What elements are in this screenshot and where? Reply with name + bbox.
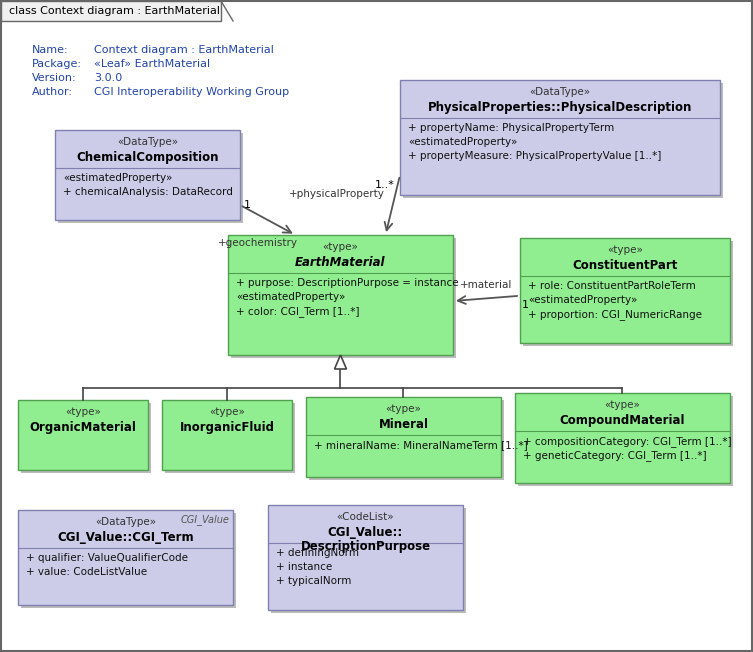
Text: CGI_Value::: CGI_Value:: bbox=[328, 526, 403, 539]
Bar bbox=[21, 513, 236, 608]
Text: «type»: «type» bbox=[322, 242, 358, 252]
Text: «type»: «type» bbox=[386, 404, 422, 414]
Text: «estimatedProperty»: «estimatedProperty» bbox=[63, 173, 172, 183]
Text: CGI_Value::CGI_Term: CGI_Value::CGI_Term bbox=[57, 531, 194, 544]
Text: Version:: Version: bbox=[32, 73, 77, 83]
Text: ChemicalComposition: ChemicalComposition bbox=[76, 151, 219, 164]
Text: DescriptionPurpose: DescriptionPurpose bbox=[300, 540, 431, 553]
Text: «DataType»: «DataType» bbox=[117, 137, 178, 147]
Bar bbox=[518, 396, 733, 486]
Text: Mineral: Mineral bbox=[379, 418, 428, 431]
Text: 1: 1 bbox=[244, 200, 251, 210]
Text: Context diagram : EarthMaterial: Context diagram : EarthMaterial bbox=[94, 45, 274, 55]
Text: CGI Interoperability Working Group: CGI Interoperability Working Group bbox=[94, 87, 289, 97]
Text: + role: ConstituentPartRoleTerm: + role: ConstituentPartRoleTerm bbox=[528, 281, 696, 291]
Bar bbox=[55, 130, 240, 220]
Text: + compositionCategory: CGI_Term [1..*]: + compositionCategory: CGI_Term [1..*] bbox=[523, 436, 732, 447]
Text: 1: 1 bbox=[522, 300, 529, 310]
Text: + proportion: CGI_NumericRange: + proportion: CGI_NumericRange bbox=[528, 309, 702, 320]
Text: OrganicMaterial: OrganicMaterial bbox=[29, 421, 136, 434]
Text: + geneticCategory: CGI_Term [1..*]: + geneticCategory: CGI_Term [1..*] bbox=[523, 450, 706, 461]
Text: 1..*: 1..* bbox=[375, 180, 395, 190]
Text: + instance: + instance bbox=[276, 562, 332, 572]
Bar bbox=[523, 241, 733, 346]
Text: + definingNorm: + definingNorm bbox=[276, 548, 359, 558]
Text: + typicalNorm: + typicalNorm bbox=[276, 576, 352, 586]
Bar bbox=[228, 235, 453, 355]
Text: + propertyMeasure: PhysicalPropertyValue [1..*]: + propertyMeasure: PhysicalPropertyValue… bbox=[408, 151, 661, 161]
Bar bbox=[1, 1, 221, 21]
Text: «DataType»: «DataType» bbox=[95, 517, 156, 527]
Text: «type»: «type» bbox=[607, 245, 643, 255]
Polygon shape bbox=[334, 355, 346, 369]
Bar bbox=[165, 403, 295, 473]
Text: +physicalProperty: +physicalProperty bbox=[289, 189, 385, 199]
Bar bbox=[306, 397, 501, 477]
Text: «DataType»: «DataType» bbox=[529, 87, 590, 97]
Text: CompoundMaterial: CompoundMaterial bbox=[559, 414, 685, 427]
Text: + mineralName: MineralNameTerm [1..*]: + mineralName: MineralNameTerm [1..*] bbox=[314, 440, 528, 450]
Text: + purpose: DescriptionPurpose = instance: + purpose: DescriptionPurpose = instance bbox=[236, 278, 459, 288]
Text: «estimatedProperty»: «estimatedProperty» bbox=[528, 295, 637, 305]
Text: +geochemistry: +geochemistry bbox=[218, 238, 297, 248]
Text: class Context diagram : EarthMaterial: class Context diagram : EarthMaterial bbox=[9, 6, 220, 16]
Bar bbox=[18, 400, 148, 470]
Bar bbox=[271, 508, 466, 613]
Bar bbox=[309, 400, 504, 480]
Bar bbox=[520, 238, 730, 343]
Text: +material: +material bbox=[460, 280, 513, 289]
Text: Name:: Name: bbox=[32, 45, 69, 55]
Text: Author:: Author: bbox=[32, 87, 73, 97]
Text: ConstituentPart: ConstituentPart bbox=[572, 259, 678, 272]
Bar bbox=[268, 505, 463, 610]
Bar bbox=[18, 510, 233, 605]
Bar bbox=[515, 393, 730, 483]
Bar bbox=[400, 80, 720, 195]
Text: PhysicalProperties::PhysicalDescription: PhysicalProperties::PhysicalDescription bbox=[428, 101, 692, 114]
Text: «type»: «type» bbox=[209, 407, 245, 417]
Text: + value: CodeListValue: + value: CodeListValue bbox=[26, 567, 147, 577]
Text: «Leaf» EarthMaterial: «Leaf» EarthMaterial bbox=[94, 59, 210, 69]
Bar bbox=[231, 238, 456, 358]
Bar bbox=[403, 83, 723, 198]
Text: InorganicFluid: InorganicFluid bbox=[179, 421, 275, 434]
Text: Package:: Package: bbox=[32, 59, 82, 69]
Text: 3.0.0: 3.0.0 bbox=[94, 73, 122, 83]
Text: + color: CGI_Term [1..*]: + color: CGI_Term [1..*] bbox=[236, 306, 359, 317]
Text: + propertyName: PhysicalPropertyTerm: + propertyName: PhysicalPropertyTerm bbox=[408, 123, 614, 133]
Text: + chemicalAnalysis: DataRecord: + chemicalAnalysis: DataRecord bbox=[63, 187, 233, 197]
Text: «CodeList»: «CodeList» bbox=[337, 512, 395, 522]
Text: «estimatedProperty»: «estimatedProperty» bbox=[408, 137, 517, 147]
Text: «type»: «type» bbox=[65, 407, 101, 417]
Bar bbox=[58, 133, 243, 223]
Bar bbox=[21, 403, 151, 473]
Bar bbox=[162, 400, 292, 470]
Text: + qualifier: ValueQualifierCode: + qualifier: ValueQualifierCode bbox=[26, 553, 188, 563]
Text: «type»: «type» bbox=[605, 400, 641, 410]
Text: EarthMaterial: EarthMaterial bbox=[295, 256, 386, 269]
Text: «estimatedProperty»: «estimatedProperty» bbox=[236, 292, 346, 302]
Text: CGI_Value: CGI_Value bbox=[180, 514, 229, 525]
